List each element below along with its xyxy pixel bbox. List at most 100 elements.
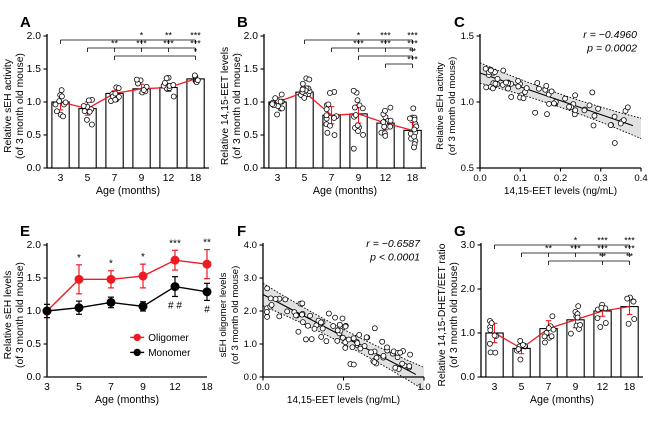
svg-text:0.3: 0.3 bbox=[594, 173, 607, 184]
svg-text:*: * bbox=[141, 252, 145, 263]
svg-text:(of 3 month old mouse): (of 3 month old mouse) bbox=[230, 266, 241, 365]
svg-text:0.0: 0.0 bbox=[244, 163, 259, 174]
svg-text:***: *** bbox=[169, 238, 181, 249]
svg-text:**: ** bbox=[203, 238, 211, 249]
svg-text:18: 18 bbox=[624, 382, 636, 393]
svg-text:r = −0.4960: r = −0.4960 bbox=[583, 29, 637, 41]
svg-text:1.0: 1.0 bbox=[244, 97, 259, 108]
svg-text:A: A bbox=[20, 14, 31, 31]
svg-text:**: ** bbox=[599, 252, 607, 262]
svg-text:2.0: 2.0 bbox=[27, 31, 42, 42]
svg-text:***: *** bbox=[353, 39, 364, 49]
svg-text:1.0: 1.0 bbox=[27, 97, 42, 108]
svg-text:0.5: 0.5 bbox=[27, 130, 42, 141]
svg-text:1.5: 1.5 bbox=[461, 31, 474, 42]
svg-text:3.0: 3.0 bbox=[244, 273, 257, 284]
svg-text:1.0: 1.0 bbox=[461, 97, 474, 108]
svg-text:5: 5 bbox=[302, 173, 308, 184]
svg-text:2.0: 2.0 bbox=[27, 240, 42, 251]
svg-text:Age (months): Age (months) bbox=[96, 185, 160, 197]
svg-text:3.0: 3.0 bbox=[461, 240, 476, 251]
svg-text:0.1: 0.1 bbox=[514, 173, 527, 184]
svg-text:(of 3 month old mouse): (of 3 month old mouse) bbox=[447, 57, 458, 156]
svg-text:1.0: 1.0 bbox=[417, 382, 430, 393]
svg-text:0.5: 0.5 bbox=[461, 163, 474, 174]
svg-text:B: B bbox=[237, 14, 248, 31]
svg-text:***: *** bbox=[163, 39, 174, 49]
svg-text:**: ** bbox=[545, 244, 553, 254]
svg-text:7: 7 bbox=[329, 173, 335, 184]
svg-text:(of 3 month old mouse): (of 3 month old mouse) bbox=[449, 262, 460, 368]
svg-text:0.0: 0.0 bbox=[244, 372, 257, 383]
svg-text:Age (months): Age (months) bbox=[95, 394, 159, 406]
svg-text:12: 12 bbox=[163, 173, 175, 184]
svg-text:*: * bbox=[77, 253, 81, 264]
svg-text:1.0: 1.0 bbox=[27, 306, 42, 317]
svg-text:0.5: 0.5 bbox=[244, 130, 259, 141]
svg-text:3: 3 bbox=[492, 382, 498, 393]
svg-text:Relative sEH activity: Relative sEH activity bbox=[435, 62, 446, 150]
svg-text:*: * bbox=[109, 259, 113, 270]
svg-text:0.0: 0.0 bbox=[27, 163, 42, 174]
svg-text:Oligomer: Oligomer bbox=[148, 333, 189, 344]
svg-text:***: *** bbox=[570, 244, 581, 254]
svg-text:F: F bbox=[237, 223, 246, 240]
svg-text:r = −0.6587: r = −0.6587 bbox=[366, 238, 421, 250]
svg-text:(of 3 month old mouse): (of 3 month old mouse) bbox=[15, 262, 26, 368]
svg-text:7: 7 bbox=[546, 382, 552, 393]
svg-text:1.0: 1.0 bbox=[461, 328, 476, 339]
svg-text:1.0: 1.0 bbox=[244, 339, 257, 350]
svg-text:0.0: 0.0 bbox=[27, 372, 42, 383]
svg-text:3: 3 bbox=[275, 173, 281, 184]
svg-text:12: 12 bbox=[380, 173, 392, 184]
svg-text:***: *** bbox=[380, 39, 391, 49]
svg-text:14,15-EET levels (ng/mL): 14,15-EET levels (ng/mL) bbox=[287, 395, 400, 406]
svg-text:0.0: 0.0 bbox=[473, 173, 486, 184]
svg-text:p < 0.0001: p < 0.0001 bbox=[369, 252, 420, 264]
svg-text:0.0: 0.0 bbox=[256, 382, 269, 393]
svg-text:sEH oligomer levels: sEH oligomer levels bbox=[218, 272, 229, 357]
svg-text:0.5: 0.5 bbox=[337, 382, 350, 393]
svg-text:**: ** bbox=[111, 39, 119, 49]
svg-text:14,15-EET levels (ng/mL): 14,15-EET levels (ng/mL) bbox=[504, 186, 617, 197]
svg-text:2.0: 2.0 bbox=[244, 31, 259, 42]
svg-text:Relative 14,15-EET levels: Relative 14,15-EET levels bbox=[220, 47, 231, 165]
svg-text:18: 18 bbox=[190, 173, 202, 184]
svg-text:0.2: 0.2 bbox=[554, 173, 567, 184]
svg-text:1.5: 1.5 bbox=[27, 273, 42, 284]
svg-text:3: 3 bbox=[58, 173, 64, 184]
svg-text:0.0: 0.0 bbox=[461, 372, 476, 383]
svg-text:Monomer: Monomer bbox=[148, 348, 191, 359]
svg-text:(of 3 month old mouse): (of 3 month old mouse) bbox=[232, 53, 243, 159]
svg-text:7: 7 bbox=[108, 382, 114, 393]
svg-text:18: 18 bbox=[407, 173, 419, 184]
svg-text:G: G bbox=[454, 223, 466, 240]
svg-text:9: 9 bbox=[139, 173, 145, 184]
svg-text:2.0: 2.0 bbox=[244, 306, 257, 317]
svg-text:# #: # # bbox=[168, 301, 182, 312]
svg-text:9: 9 bbox=[140, 382, 146, 393]
svg-text:E: E bbox=[20, 223, 30, 240]
svg-text:12: 12 bbox=[597, 382, 609, 393]
svg-text:5: 5 bbox=[519, 382, 525, 393]
svg-text:Age (months): Age (months) bbox=[313, 185, 377, 197]
svg-text:Relative 14,15-DHET/EET ratio: Relative 14,15-DHET/EET ratio bbox=[437, 243, 448, 386]
svg-text:3: 3 bbox=[44, 382, 50, 393]
svg-text:*: * bbox=[194, 47, 198, 57]
svg-text:5: 5 bbox=[76, 382, 82, 393]
svg-text:***: *** bbox=[407, 55, 418, 65]
svg-text:(of 3 month old mouse): (of 3 month old mouse) bbox=[15, 53, 26, 159]
svg-text:1.5: 1.5 bbox=[244, 64, 259, 75]
svg-text:1.5: 1.5 bbox=[27, 64, 42, 75]
svg-text:18: 18 bbox=[201, 382, 213, 393]
svg-text:Relative sEH activity: Relative sEH activity bbox=[3, 58, 14, 153]
svg-text:#: # bbox=[204, 304, 210, 315]
svg-text:9: 9 bbox=[573, 382, 579, 393]
svg-text:0.4: 0.4 bbox=[634, 173, 648, 184]
svg-text:9: 9 bbox=[356, 173, 362, 184]
svg-text:***: *** bbox=[136, 39, 147, 49]
svg-text:p = 0.0002: p = 0.0002 bbox=[586, 43, 637, 55]
svg-text:12: 12 bbox=[169, 382, 181, 393]
svg-text:0.5: 0.5 bbox=[27, 339, 42, 350]
svg-text:Relative sEH levels: Relative sEH levels bbox=[3, 271, 14, 360]
